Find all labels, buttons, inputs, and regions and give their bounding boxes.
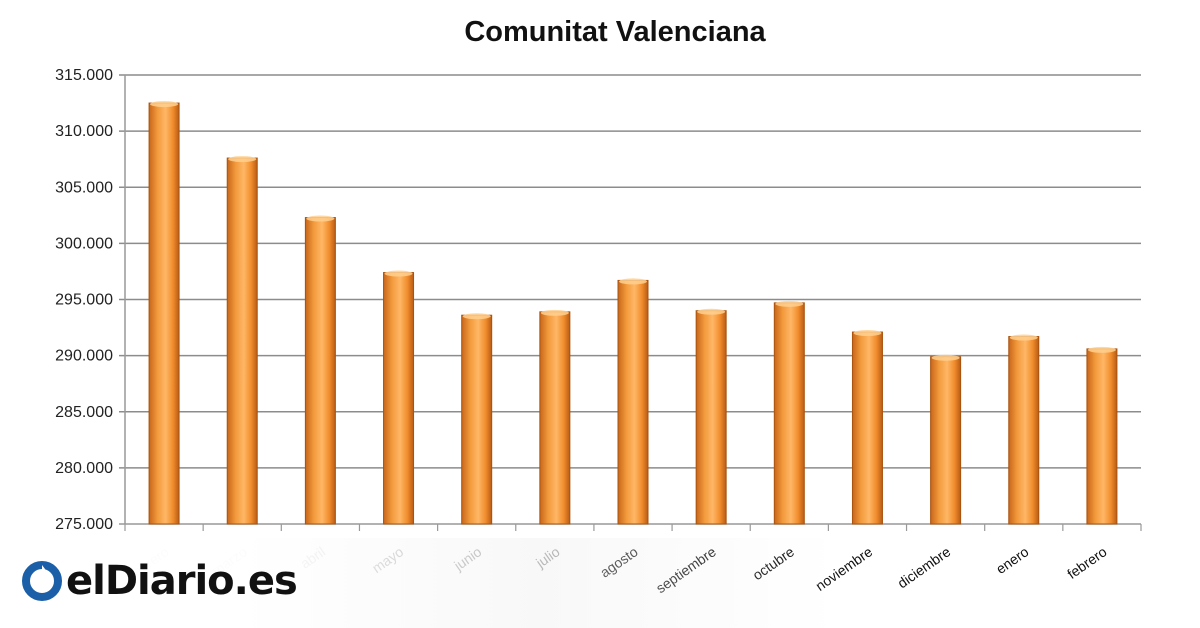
bars (148, 101, 1118, 525)
x-tick-label: diciembre (894, 543, 953, 591)
y-tick-label: 300.000 (55, 235, 113, 252)
x-tick-label: junio (450, 543, 484, 574)
bar-cap (853, 330, 882, 337)
brand-name: elDiario.es (66, 558, 298, 604)
brand-logo: elDiario.es (22, 556, 298, 606)
x-tick-label: febrero (1064, 543, 1110, 582)
eldiario-logo-icon (22, 561, 62, 601)
bar-cap (150, 101, 179, 108)
bar (383, 272, 415, 525)
x-tick-label: julio (532, 543, 563, 571)
bar-cap (619, 278, 647, 285)
chart-title: Comunitat Valenciana (464, 16, 766, 48)
y-tick-label: 315.000 (55, 67, 113, 84)
bar (617, 279, 649, 525)
y-tick-label: 305.000 (55, 179, 113, 196)
x-tick-label: octubre (750, 543, 798, 583)
x-tick-label: noviembre (812, 543, 875, 594)
bar-cap (1087, 346, 1116, 353)
bar-cap (697, 308, 726, 315)
bar (304, 217, 336, 525)
axes: 275.000 280.000 285.000 290.000 295.000 300.0… (55, 67, 1142, 533)
y-tick-label: 285.000 (55, 404, 113, 421)
bar (1086, 348, 1118, 525)
x-tick-label: septiembre (653, 543, 719, 596)
bar (1008, 336, 1040, 525)
y-tick-label: 295.000 (55, 292, 113, 309)
y-tick-label: 275.000 (55, 516, 113, 533)
bar-cap (306, 215, 335, 222)
bar (851, 331, 883, 525)
x-tick-label: mayo (369, 543, 406, 576)
bar-cap (775, 300, 804, 307)
bar (148, 102, 180, 525)
bar (226, 157, 258, 525)
bar (539, 311, 571, 525)
bar-cap (931, 354, 960, 361)
bar (461, 314, 493, 525)
bar (930, 356, 962, 525)
y-tick-label: 280.000 (55, 460, 113, 477)
bar-cap (1009, 334, 1038, 341)
y-tick-label: 290.000 (55, 348, 113, 365)
bar (773, 302, 805, 525)
bar-cap (462, 313, 491, 320)
bar-cap (228, 156, 257, 163)
x-tick-label: enero (993, 543, 1032, 577)
bar (695, 310, 727, 525)
bar-cap (540, 309, 569, 316)
x-tick-label: abril (297, 543, 328, 571)
x-tick-label: agosto (597, 543, 641, 580)
y-tick-label: 310.000 (55, 123, 113, 140)
bar-cap (384, 270, 413, 277)
